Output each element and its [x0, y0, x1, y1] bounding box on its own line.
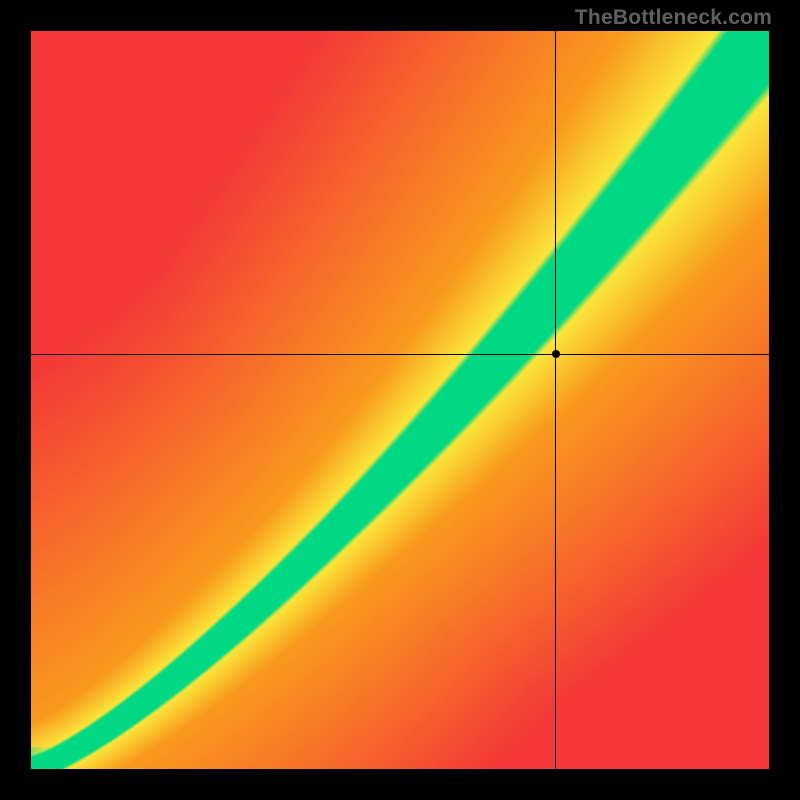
crosshair-vertical — [555, 31, 556, 769]
crosshair-marker — [552, 350, 560, 358]
heatmap-canvas — [31, 31, 769, 769]
watermark-text: TheBottleneck.com — [575, 6, 772, 30]
crosshair-horizontal — [31, 354, 769, 355]
plot-area — [31, 31, 769, 769]
